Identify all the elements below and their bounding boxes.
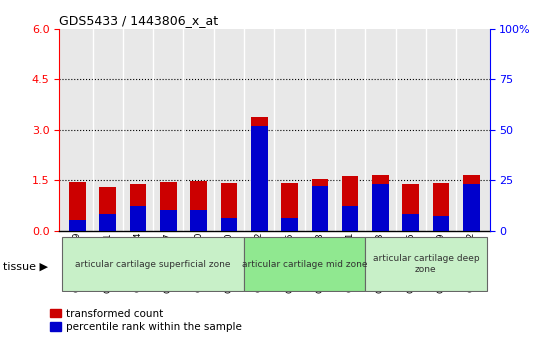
Bar — [463, 184, 480, 231]
Bar — [190, 210, 207, 231]
Text: articular cartilage deep
zone: articular cartilage deep zone — [373, 254, 479, 274]
Bar — [190, 181, 207, 231]
Bar — [130, 206, 146, 231]
Bar — [221, 219, 237, 231]
Bar — [251, 126, 267, 231]
Bar — [160, 210, 176, 231]
FancyBboxPatch shape — [365, 237, 486, 291]
FancyBboxPatch shape — [62, 237, 244, 291]
Bar — [402, 215, 419, 231]
Bar — [251, 117, 267, 231]
Bar — [281, 219, 298, 231]
Bar — [463, 175, 480, 231]
Bar — [342, 206, 358, 231]
Bar — [69, 220, 86, 231]
Bar — [281, 184, 298, 231]
Bar — [130, 184, 146, 231]
Bar — [160, 183, 176, 231]
Bar — [100, 215, 116, 231]
Bar — [402, 184, 419, 231]
Bar — [100, 187, 116, 231]
Text: tissue ▶: tissue ▶ — [3, 262, 48, 272]
FancyBboxPatch shape — [244, 237, 365, 291]
Legend: transformed count, percentile rank within the sample: transformed count, percentile rank withi… — [48, 306, 244, 334]
Bar — [312, 179, 328, 231]
Bar — [433, 216, 449, 231]
Bar — [433, 183, 449, 231]
Bar — [69, 182, 86, 231]
Bar — [221, 184, 237, 231]
Bar — [342, 176, 358, 231]
Bar — [372, 184, 389, 231]
Bar — [312, 186, 328, 231]
Text: articular cartilage mid zone: articular cartilage mid zone — [242, 260, 367, 269]
Text: articular cartilage superficial zone: articular cartilage superficial zone — [75, 260, 231, 269]
Text: GDS5433 / 1443806_x_at: GDS5433 / 1443806_x_at — [59, 15, 218, 28]
Bar — [372, 175, 389, 231]
